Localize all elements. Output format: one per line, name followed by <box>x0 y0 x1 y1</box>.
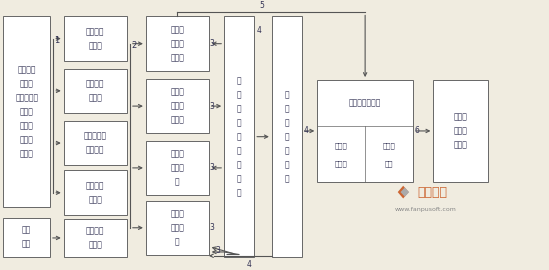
Text: 3: 3 <box>210 223 215 232</box>
Text: 资料: 资料 <box>22 240 31 249</box>
Text: 产品成本计算单: 产品成本计算单 <box>349 98 382 107</box>
Bar <box>317 80 413 182</box>
Text: 用: 用 <box>284 132 289 141</box>
Bar <box>64 121 127 165</box>
Text: 本: 本 <box>237 146 242 155</box>
Text: 2: 2 <box>131 41 136 50</box>
Text: 材料费用: 材料费用 <box>86 27 104 36</box>
Text: 明细账: 明细账 <box>170 116 184 125</box>
Text: 产成本: 产成本 <box>170 39 184 48</box>
Text: 辅: 辅 <box>237 76 242 85</box>
Text: 分配表: 分配表 <box>88 241 102 249</box>
Text: 4: 4 <box>257 26 262 35</box>
Text: 其他: 其他 <box>22 226 31 235</box>
Text: 制造费: 制造费 <box>170 209 184 218</box>
Text: 分配表: 分配表 <box>88 41 102 50</box>
Text: 明细账: 明细账 <box>170 53 184 62</box>
Text: 分: 分 <box>237 160 242 169</box>
Text: 账: 账 <box>175 237 180 246</box>
Text: 汇总表: 汇总表 <box>454 140 468 150</box>
Text: 配: 配 <box>237 174 242 183</box>
Text: 用明细: 用明细 <box>170 163 184 172</box>
Text: 完工产: 完工产 <box>454 112 468 122</box>
Bar <box>64 16 127 61</box>
Text: 完工产: 完工产 <box>335 142 348 149</box>
Bar <box>146 141 209 195</box>
Bar <box>146 79 209 133</box>
Bar <box>433 80 488 182</box>
Text: 1: 1 <box>54 36 60 45</box>
Bar <box>224 16 254 257</box>
Text: 费: 费 <box>284 118 289 127</box>
Bar <box>64 219 127 257</box>
Text: 凭证及: 凭证及 <box>20 79 33 88</box>
Text: 助: 助 <box>237 90 242 99</box>
Text: 相应的: 相应的 <box>20 135 33 144</box>
Text: 分配表: 分配表 <box>88 195 102 204</box>
Bar <box>3 16 50 207</box>
Text: 3: 3 <box>210 102 215 111</box>
Bar <box>146 16 209 71</box>
Text: 制: 制 <box>284 90 289 99</box>
Bar <box>3 218 50 257</box>
Text: 职工薪酬: 职工薪酬 <box>86 79 104 88</box>
Text: 分: 分 <box>284 146 289 155</box>
Text: 账: 账 <box>175 177 180 186</box>
Polygon shape <box>397 186 408 198</box>
Text: 用分配表: 用分配表 <box>86 146 104 154</box>
Text: 相关资料编: 相关资料编 <box>15 93 38 102</box>
Text: 品成本: 品成本 <box>335 160 348 167</box>
Text: 辅助生: 辅助生 <box>170 87 184 97</box>
Text: 管理费: 管理费 <box>170 149 184 158</box>
Text: 外购动力费: 外购动力费 <box>83 131 107 141</box>
Text: 其他费用: 其他费用 <box>86 227 104 235</box>
Bar <box>64 69 127 113</box>
Text: 4: 4 <box>304 126 309 135</box>
Text: 成本: 成本 <box>385 160 393 167</box>
Text: 造: 造 <box>284 104 289 113</box>
Bar <box>272 16 302 257</box>
Text: 产成本: 产成本 <box>170 102 184 111</box>
Text: 表: 表 <box>284 174 289 183</box>
Bar <box>146 201 209 255</box>
Bar <box>64 170 127 215</box>
Text: 凭证及: 凭证及 <box>20 121 33 130</box>
Text: 生: 生 <box>237 104 242 113</box>
Text: 5: 5 <box>259 1 264 10</box>
Polygon shape <box>400 187 409 197</box>
Text: 配: 配 <box>284 160 289 169</box>
Text: 3: 3 <box>210 39 215 48</box>
Text: 品成本: 品成本 <box>454 126 468 136</box>
Text: 成: 成 <box>237 132 242 141</box>
Text: 表: 表 <box>237 188 242 197</box>
Text: www.fanpusoft.com: www.fanpusoft.com <box>395 207 457 212</box>
Text: 4: 4 <box>247 259 251 269</box>
Text: 产: 产 <box>237 118 242 127</box>
Text: 在产品: 在产品 <box>383 142 395 149</box>
Text: 制记账: 制记账 <box>20 107 33 116</box>
Text: 折旧费用: 折旧费用 <box>86 181 104 190</box>
Text: 3: 3 <box>210 163 215 172</box>
Text: 泛普软件: 泛普软件 <box>417 185 447 199</box>
Text: 6: 6 <box>414 126 419 135</box>
Text: 用明细: 用明细 <box>170 223 184 232</box>
Text: 基本生: 基本生 <box>170 25 184 34</box>
Text: 明细账: 明细账 <box>20 149 33 158</box>
Text: 根据原始: 根据原始 <box>18 65 36 74</box>
Text: 3: 3 <box>215 246 220 255</box>
Text: 分配表: 分配表 <box>88 93 102 102</box>
